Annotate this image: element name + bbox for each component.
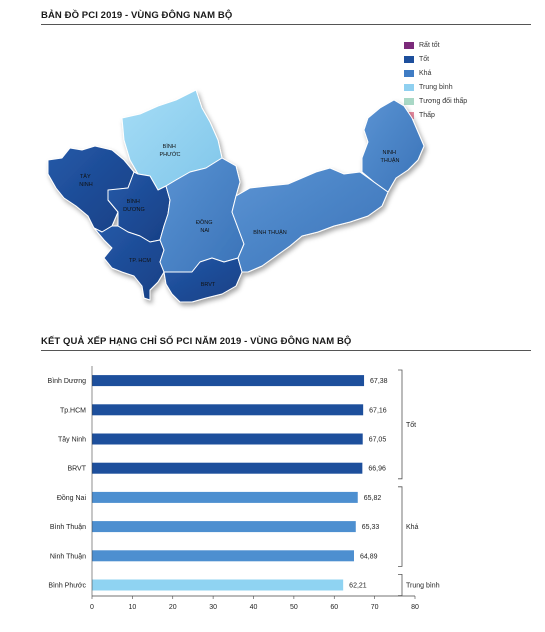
x-tick-label: 30 — [209, 604, 217, 611]
x-tick-label: 20 — [169, 604, 177, 611]
legend-swatch — [404, 55, 414, 63]
chart-title-rule — [41, 350, 531, 351]
group-label: Tốt — [406, 420, 416, 429]
category-label: Tp.HCM — [60, 407, 86, 414]
x-tick-label: 50 — [290, 604, 298, 611]
category-label: Tây Ninh — [58, 437, 86, 444]
x-tick-label: 80 — [411, 604, 419, 611]
category-label: BRVT — [67, 466, 86, 473]
label-binh-phuoc: BÌNH PHƯỚC — [159, 143, 180, 158]
group-bracket — [398, 369, 403, 480]
province-ninh-thuan — [361, 99, 425, 193]
province-map: TÂY NINH BÌNH PHƯỚC BÌNH DƯƠNG ĐỒNG NAI … — [47, 89, 425, 303]
map-title-rule — [41, 24, 531, 25]
bar — [92, 462, 363, 474]
legend-item-trung-binh: Trung bình — [404, 80, 467, 94]
province-binh-thuan — [231, 167, 389, 273]
value-label: 67,38 — [370, 378, 388, 385]
legend-item-tot: Tốt — [404, 52, 467, 66]
legend-swatch — [404, 97, 414, 105]
group-bracket — [398, 574, 403, 596]
group-label: Khá — [406, 524, 419, 531]
bar — [92, 550, 354, 562]
category-label: Đồng Nai — [57, 493, 87, 502]
legend-item-rat-tot: Rất tốt — [404, 38, 467, 52]
label-binh-thuan: BÌNH THUẬN — [253, 229, 287, 236]
province-tp-hcm — [93, 225, 165, 301]
bar — [92, 579, 344, 591]
value-label: 65,82 — [364, 495, 382, 502]
pci-bar-chart: Bình Dương 67,38 Tp.HCM 67,16 Tây Ninh 67,05 B… — [48, 366, 440, 611]
legend-swatch — [404, 41, 414, 49]
category-label: Bình Thuận — [50, 524, 86, 531]
group-label: Trung bình — [406, 583, 440, 590]
category-label: Bình Phước — [48, 583, 86, 590]
legend-swatch — [404, 83, 414, 91]
bar — [92, 521, 356, 533]
label-brvt: BRVT — [201, 282, 216, 288]
value-label: 64,89 — [360, 553, 378, 560]
legend-label: Tương đối thấp — [419, 97, 468, 105]
label-binh-duong: BÌNH DƯƠNG — [123, 198, 145, 213]
map-title: BẢN ĐỒ PCI 2019 - VÙNG ĐÔNG NAM BỘ — [41, 10, 233, 21]
legend-swatch — [404, 69, 414, 77]
label-ninh-thuan: NINH THUẬN — [381, 150, 400, 164]
x-tick-label: 60 — [330, 604, 338, 611]
category-label: Ninh Thuận — [50, 553, 86, 560]
group-bracket — [398, 486, 403, 567]
value-label: 62,21 — [349, 583, 367, 590]
legend-label: Rất tốt — [419, 41, 440, 49]
legend-label: Tốt — [419, 55, 430, 63]
label-tp-hcm: TP. HCM — [129, 258, 151, 264]
x-tick-label: 70 — [371, 604, 379, 611]
label-tay-ninh: TÂY NINH — [79, 173, 92, 188]
bar — [92, 404, 364, 416]
label-dong-nai: ĐỒNG NAI — [196, 219, 214, 234]
legend-item-kha: Khá — [404, 66, 467, 80]
x-tick-label: 0 — [90, 604, 94, 611]
value-label: 67,16 — [369, 407, 387, 414]
bar — [92, 491, 358, 503]
x-tick-label: 40 — [250, 604, 258, 611]
value-label: 67,05 — [369, 437, 387, 444]
legend-label: Khá — [419, 69, 432, 77]
category-label: Bình Dương — [48, 378, 87, 385]
province-brvt — [163, 257, 243, 303]
x-tick-label: 10 — [128, 604, 136, 611]
legend-label: Thấp — [419, 111, 435, 119]
bar — [92, 375, 365, 387]
value-label: 66,96 — [368, 466, 386, 473]
bar — [92, 433, 363, 445]
chart-title: KẾT QUẢ XẾP HẠNG CHỈ SỐ PCI NĂM 2019 - V… — [41, 336, 352, 347]
legend-label: Trung bình — [419, 83, 453, 91]
value-label: 65,33 — [362, 524, 380, 531]
legend-item-tuong-doi-thap: Tương đối thấp — [404, 94, 467, 108]
